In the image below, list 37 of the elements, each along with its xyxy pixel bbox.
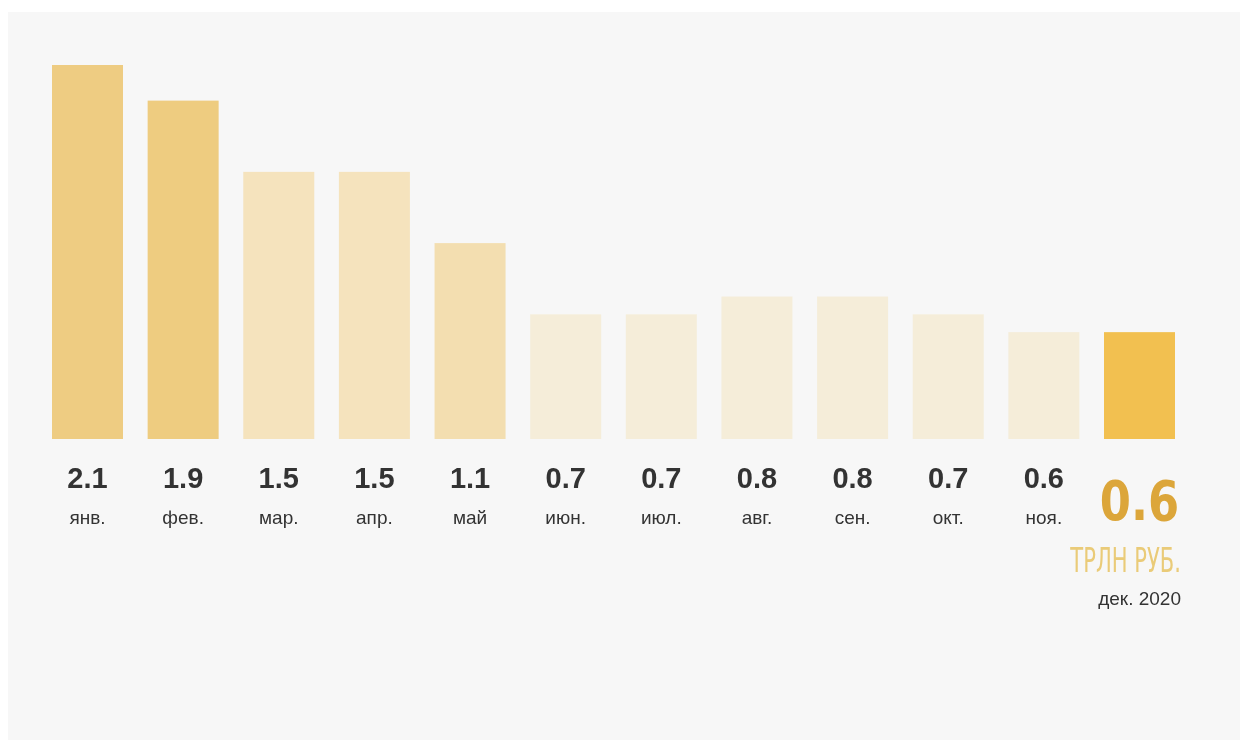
bar [434, 243, 506, 439]
bar [1104, 332, 1175, 439]
x-tick-label: фев. [162, 507, 204, 528]
data-label: 1.5 [354, 462, 395, 494]
data-label: 0.6 [1023, 462, 1065, 494]
x-tick-label: мар. [259, 507, 299, 528]
data-label: 0.6 [1099, 468, 1180, 534]
x-tick-label: ноя. [1025, 507, 1063, 528]
bar [817, 296, 889, 439]
x-tick-label: окт. [932, 507, 964, 528]
x-tick-label: июл. [640, 507, 682, 528]
x-tick-label: авг. [741, 507, 773, 528]
text: дек. 2020 [1098, 588, 1181, 609]
bar [1008, 332, 1080, 439]
bar [625, 314, 697, 439]
data-label: 0.8 [736, 462, 778, 494]
data-label: 1.9 [162, 462, 204, 494]
text: ТРЛН РУБ. [1069, 540, 1181, 581]
bar [243, 171, 315, 439]
data-label: 0.7 [928, 462, 969, 494]
x-tick-label: янв. [69, 507, 106, 528]
data-label: 0.8 [832, 462, 873, 494]
data-label: 0.7 [641, 462, 682, 494]
bar [912, 314, 984, 439]
bar [338, 171, 410, 439]
bar [147, 100, 219, 439]
bar [721, 296, 793, 439]
bar [530, 314, 602, 439]
data-label: 1.5 [258, 462, 299, 494]
x-tick-label: сен. [834, 507, 871, 528]
data-label: 1.1 [449, 462, 491, 494]
bar [52, 65, 123, 439]
data-label: 0.7 [545, 462, 586, 494]
data-label: 2.1 [67, 462, 108, 494]
x-tick-label: май [452, 507, 488, 528]
x-tick-label: апр. [356, 507, 393, 528]
x-tick-label: июн. [545, 507, 586, 528]
